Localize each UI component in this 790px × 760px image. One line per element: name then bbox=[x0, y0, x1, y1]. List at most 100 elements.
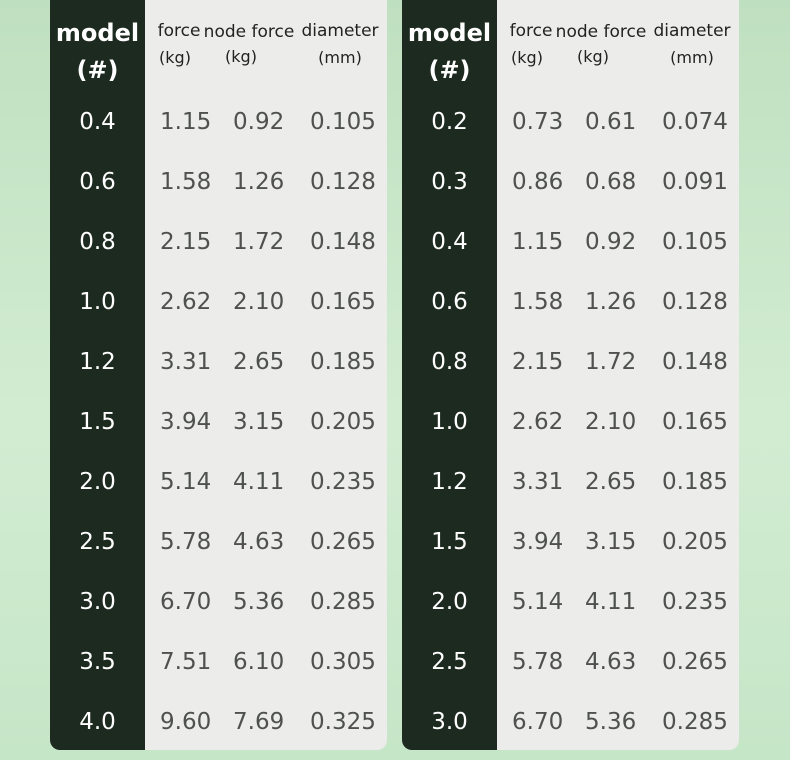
table-row: 1.0 2.62 2.10 0.165 bbox=[50, 272, 387, 332]
cell-diameter: 0.148 bbox=[310, 229, 376, 255]
header-node-force-unit: (kg) bbox=[225, 47, 257, 66]
cell-diameter: 0.091 bbox=[662, 169, 728, 195]
cell-model: 4.0 bbox=[79, 709, 116, 735]
cell-force: 3.94 bbox=[512, 529, 564, 555]
spec-table-left: model (#) force (kg) node force (kg) dia… bbox=[50, 0, 387, 750]
cell-diameter: 0.105 bbox=[662, 229, 728, 255]
cell-force: 5.14 bbox=[160, 469, 212, 495]
cell-force: 0.86 bbox=[512, 169, 564, 195]
cell-model: 0.8 bbox=[79, 229, 116, 255]
cell-model: 3.5 bbox=[79, 649, 116, 675]
header-node-force: node force (kg) bbox=[554, 20, 648, 69]
model-column-background bbox=[50, 0, 145, 750]
header-force-label: force bbox=[509, 21, 553, 41]
cell-node-force: 4.11 bbox=[585, 589, 637, 615]
cell-node-force: 1.26 bbox=[233, 169, 285, 195]
table-row: 1.2 3.31 2.65 0.185 bbox=[402, 452, 739, 512]
header-node-force: node force (kg) bbox=[202, 20, 296, 69]
table-row: 0.4 1.15 0.92 0.105 bbox=[402, 212, 739, 272]
cell-model: 0.4 bbox=[79, 109, 116, 135]
table-row: 3.5 7.51 6.10 0.305 bbox=[50, 632, 387, 692]
table-body: 0.2 0.73 0.61 0.074 0.3 0.86 0.68 0.091 0.4 1.1… bbox=[402, 92, 739, 750]
cell-model: 0.2 bbox=[431, 109, 468, 135]
table-row: 2.0 5.14 4.11 0.235 bbox=[402, 572, 739, 632]
cell-node-force: 5.36 bbox=[585, 709, 637, 735]
cell-model: 1.5 bbox=[79, 409, 116, 435]
cell-diameter: 0.305 bbox=[310, 649, 376, 675]
cell-diameter: 0.105 bbox=[310, 109, 376, 135]
table-row: 0.3 0.86 0.68 0.091 bbox=[402, 152, 739, 212]
cell-force: 1.15 bbox=[160, 109, 212, 135]
cell-force: 7.51 bbox=[160, 649, 212, 675]
cell-node-force: 6.10 bbox=[233, 649, 285, 675]
header-force-label: force bbox=[157, 21, 201, 41]
table-row: 4.0 9.60 7.69 0.325 bbox=[50, 692, 387, 750]
cell-node-force: 2.10 bbox=[233, 289, 285, 315]
cell-node-force: 2.65 bbox=[585, 469, 637, 495]
cell-model: 3.0 bbox=[79, 589, 116, 615]
header-model: model (#) bbox=[402, 15, 497, 89]
cell-node-force: 0.61 bbox=[585, 109, 637, 135]
header-diameter-label: diameter bbox=[301, 21, 379, 41]
cell-diameter: 0.285 bbox=[310, 589, 376, 615]
header-node-force-label: node force bbox=[203, 22, 295, 42]
header-diameter: diameter (mm) bbox=[646, 19, 738, 70]
cell-force: 1.58 bbox=[512, 289, 564, 315]
cell-force: 5.78 bbox=[160, 529, 212, 555]
cell-node-force: 0.68 bbox=[585, 169, 637, 195]
cell-force: 1.58 bbox=[160, 169, 212, 195]
header-model-unit: (#) bbox=[428, 56, 471, 84]
cell-force: 3.31 bbox=[160, 349, 212, 375]
cell-model: 2.0 bbox=[79, 469, 116, 495]
cell-node-force: 1.72 bbox=[233, 229, 285, 255]
table-row: 0.8 2.15 1.72 0.148 bbox=[50, 212, 387, 272]
table-row: 0.6 1.58 1.26 0.128 bbox=[402, 272, 739, 332]
table-row: 2.5 5.78 4.63 0.265 bbox=[402, 632, 739, 692]
cell-diameter: 0.205 bbox=[310, 409, 376, 435]
cell-node-force: 0.92 bbox=[233, 109, 285, 135]
cell-node-force: 2.10 bbox=[585, 409, 637, 435]
table-row: 1.2 3.31 2.65 0.185 bbox=[50, 332, 387, 392]
cell-diameter: 0.165 bbox=[662, 409, 728, 435]
cell-force: 5.78 bbox=[512, 649, 564, 675]
cell-force: 6.70 bbox=[512, 709, 564, 735]
cell-node-force: 3.15 bbox=[233, 409, 285, 435]
table-row: 2.5 5.78 4.63 0.265 bbox=[50, 512, 387, 572]
table-row: 0.8 2.15 1.72 0.148 bbox=[402, 332, 739, 392]
cell-node-force: 0.92 bbox=[585, 229, 637, 255]
cell-diameter: 0.165 bbox=[310, 289, 376, 315]
header-force: force (kg) bbox=[148, 19, 210, 70]
cell-diameter: 0.325 bbox=[310, 709, 376, 735]
cell-diameter: 0.148 bbox=[662, 349, 728, 375]
cell-diameter: 0.128 bbox=[662, 289, 728, 315]
cell-model: 1.5 bbox=[431, 529, 468, 555]
table-body: 0.4 1.15 0.92 0.105 0.6 1.58 1.26 0.128 0.8 2.1… bbox=[50, 92, 387, 750]
header-force-unit: (kg) bbox=[511, 48, 543, 67]
cell-node-force: 4.11 bbox=[233, 469, 285, 495]
cell-diameter: 0.074 bbox=[662, 109, 728, 135]
cell-diameter: 0.205 bbox=[662, 529, 728, 555]
cell-force: 1.15 bbox=[512, 229, 564, 255]
cell-model: 2.5 bbox=[431, 649, 468, 675]
table-row: 1.5 3.94 3.15 0.205 bbox=[402, 512, 739, 572]
cell-diameter: 0.285 bbox=[662, 709, 728, 735]
cell-model: 0.3 bbox=[431, 169, 468, 195]
header-diameter-unit: (mm) bbox=[670, 48, 714, 67]
table-row: 3.0 6.70 5.36 0.285 bbox=[50, 572, 387, 632]
cell-node-force: 5.36 bbox=[233, 589, 285, 615]
table-row: 0.4 1.15 0.92 0.105 bbox=[50, 92, 387, 152]
cell-model: 1.0 bbox=[79, 289, 116, 315]
cell-model: 0.8 bbox=[431, 349, 468, 375]
model-column-background bbox=[402, 0, 497, 750]
table-row: 0.2 0.73 0.61 0.074 bbox=[402, 92, 739, 152]
table-row: 0.6 1.58 1.26 0.128 bbox=[50, 152, 387, 212]
cell-diameter: 0.265 bbox=[310, 529, 376, 555]
cell-model: 1.0 bbox=[431, 409, 468, 435]
cell-node-force: 7.69 bbox=[233, 709, 285, 735]
cell-force: 2.62 bbox=[160, 289, 212, 315]
cell-model: 1.2 bbox=[79, 349, 116, 375]
cell-force: 2.15 bbox=[512, 349, 564, 375]
cell-force: 5.14 bbox=[512, 589, 564, 615]
header-diameter-unit: (mm) bbox=[318, 48, 362, 67]
cell-node-force: 2.65 bbox=[233, 349, 285, 375]
